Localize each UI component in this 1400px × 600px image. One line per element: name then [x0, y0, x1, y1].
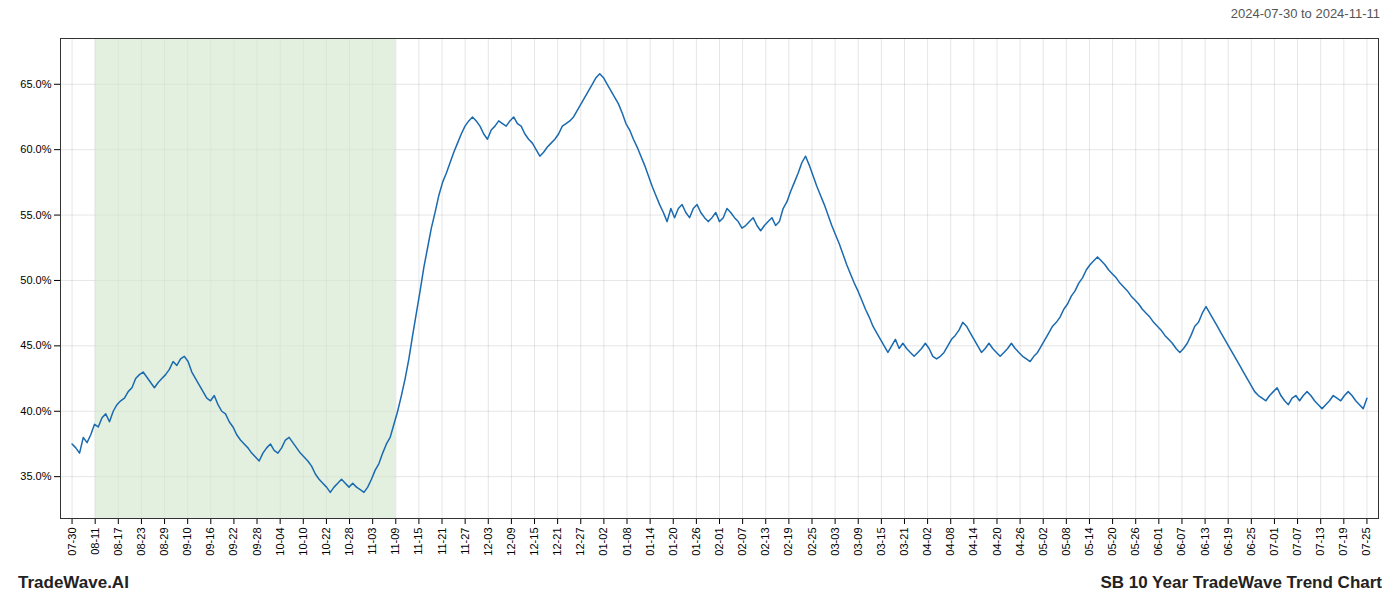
svg-text:02-01: 02-01	[713, 528, 725, 556]
svg-text:11-15: 11-15	[412, 528, 424, 555]
svg-text:03-21: 03-21	[898, 528, 910, 556]
svg-text:09-22: 09-22	[227, 528, 239, 556]
svg-text:05-20: 05-20	[1106, 528, 1118, 556]
html-text:TradeWave.AI: TradeWave.AI	[18, 573, 129, 592]
svg-text:10-04: 10-04	[274, 528, 286, 556]
svg-text:03-15: 03-15	[875, 528, 887, 556]
svg-text:05-26: 05-26	[1129, 528, 1141, 556]
svg-text:09-28: 09-28	[251, 528, 263, 556]
svg-text:02-25: 02-25	[806, 528, 818, 556]
svg-text:12-15: 12-15	[528, 528, 540, 556]
svg-text:07-30: 07-30	[66, 528, 78, 556]
svg-text:50.0%: 50.0%	[20, 274, 51, 286]
svg-text:01-02: 01-02	[597, 528, 609, 556]
svg-text:02-07: 02-07	[736, 528, 748, 556]
svg-text:02-13: 02-13	[759, 528, 771, 556]
svg-text:07-19: 07-19	[1337, 528, 1349, 556]
svg-text:12-27: 12-27	[574, 528, 586, 556]
svg-text:08-17: 08-17	[112, 528, 124, 556]
svg-text:06-01: 06-01	[1152, 528, 1164, 556]
svg-text:06-13: 06-13	[1199, 528, 1211, 556]
svg-text:04-20: 04-20	[990, 528, 1002, 556]
svg-text:07-25: 07-25	[1360, 528, 1372, 556]
svg-text:65.0%: 65.0%	[20, 78, 51, 90]
svg-text:02-19: 02-19	[782, 528, 794, 556]
svg-text:35.0%: 35.0%	[20, 470, 51, 482]
svg-text:04-26: 04-26	[1014, 528, 1026, 556]
svg-text:05-02: 05-02	[1037, 528, 1049, 556]
svg-text:05-08: 05-08	[1060, 528, 1072, 556]
svg-text:12-21: 12-21	[551, 528, 563, 556]
svg-text:45.0%: 45.0%	[20, 339, 51, 351]
svg-text:05-14: 05-14	[1083, 528, 1095, 556]
svg-text:07-01: 07-01	[1268, 528, 1280, 556]
svg-text:08-23: 08-23	[135, 528, 147, 556]
svg-text:08-29: 08-29	[158, 528, 170, 556]
svg-text:11-03: 11-03	[366, 528, 378, 555]
svg-text:01-14: 01-14	[644, 528, 656, 556]
svg-text:08-11: 08-11	[89, 528, 101, 555]
svg-text:40.0%: 40.0%	[20, 405, 51, 417]
svg-text:01-08: 01-08	[621, 528, 633, 556]
svg-text:03-09: 03-09	[852, 528, 864, 556]
svg-text:06-07: 06-07	[1175, 528, 1187, 556]
svg-text:09-16: 09-16	[204, 528, 216, 556]
html-text:SB 10 Year TradeWave Trend Cha: SB 10 Year TradeWave Trend Chart	[1100, 573, 1382, 592]
svg-text:04-08: 04-08	[944, 528, 956, 556]
svg-text:10-10: 10-10	[297, 528, 309, 556]
svg-text:09-10: 09-10	[181, 528, 193, 556]
svg-text:11-21: 11-21	[436, 528, 448, 555]
svg-text:11-27: 11-27	[459, 528, 471, 555]
svg-text:04-14: 04-14	[967, 528, 979, 556]
svg-text:07-07: 07-07	[1291, 528, 1303, 556]
html-text:2024-07-30 to 2024-11-11: 2024-07-30 to 2024-11-11	[1230, 6, 1380, 21]
svg-text:10-28: 10-28	[343, 528, 355, 556]
svg-text:04-02: 04-02	[921, 528, 933, 556]
svg-text:06-19: 06-19	[1222, 528, 1234, 556]
svg-text:01-26: 01-26	[690, 528, 702, 556]
svg-text:11-09: 11-09	[389, 528, 401, 555]
svg-text:10-22: 10-22	[320, 528, 332, 556]
svg-text:60.0%: 60.0%	[20, 143, 51, 155]
svg-text:07-13: 07-13	[1314, 528, 1326, 556]
svg-text:55.0%: 55.0%	[20, 209, 51, 221]
svg-text:01-20: 01-20	[667, 528, 679, 556]
svg-text:12-03: 12-03	[482, 528, 494, 556]
svg-text:12-09: 12-09	[505, 528, 517, 556]
svg-text:06-25: 06-25	[1245, 528, 1257, 556]
svg-text:03-03: 03-03	[829, 528, 841, 556]
